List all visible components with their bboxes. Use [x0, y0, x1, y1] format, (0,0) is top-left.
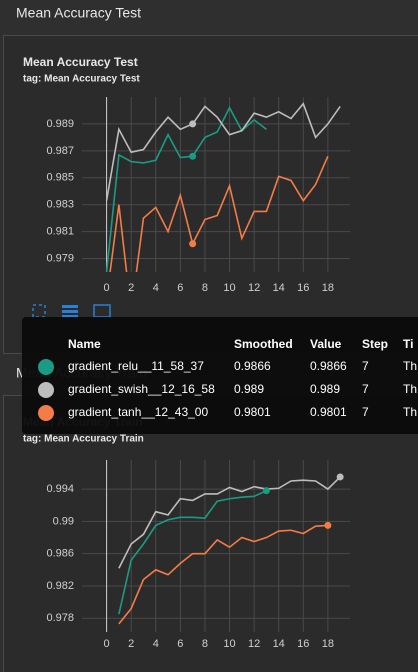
- chart: 0.979 0.981 0.983 0.985 0.987 0.989 0 2 4 6 8 10 12 1…: [46, 97, 350, 294]
- cell: 7: [362, 382, 369, 396]
- cell: gradient_relu__11_58_37: [68, 359, 204, 373]
- card: [3, 35, 418, 354]
- cell: Th: [403, 359, 417, 373]
- x-tick-label: 12: [248, 282, 260, 294]
- x-tick-label: 2: [128, 282, 134, 294]
- x-tick-label: 2: [128, 638, 134, 650]
- cell: 0.9801: [234, 405, 271, 419]
- x-tick-label: 16: [297, 282, 309, 294]
- cell: 7: [362, 359, 369, 373]
- list-icon[interactable]: [62, 305, 78, 308]
- y-tick-label: 0.989: [46, 118, 74, 130]
- x-tick-label: 10: [223, 638, 235, 650]
- cell: Th: [403, 382, 417, 396]
- cell: 0.9801: [310, 405, 347, 419]
- y-tick-label: 0.979: [46, 252, 74, 264]
- section-title[interactable]: Mean Accuracy Test: [16, 5, 141, 21]
- x-tick-label: 12: [248, 638, 260, 650]
- card-tag: tag: Mean Accuracy Test: [23, 74, 140, 85]
- series-line: [105, 106, 267, 272]
- cell: gradient_tanh__12_43_00: [68, 405, 208, 419]
- y-tick-label: 0.985: [46, 172, 74, 184]
- column-header: Step: [362, 337, 388, 351]
- y-tick-label: 0.978: [46, 612, 74, 624]
- y-tick-label: 0.982: [46, 580, 74, 592]
- point-marker: [324, 521, 332, 529]
- cell: 0.989: [310, 382, 340, 396]
- card: [3, 395, 418, 672]
- x-tick-label: 4: [153, 638, 159, 650]
- y-tick-label: 0.981: [46, 226, 74, 238]
- column-header: Name: [68, 337, 101, 351]
- cell: gradient_swish__12_16_58: [68, 382, 215, 396]
- column-header: Value: [310, 337, 342, 351]
- x-tick-label: 14: [273, 282, 285, 294]
- x-tick-label: 0: [104, 282, 110, 294]
- series-swatch: [38, 359, 54, 375]
- x-tick-label: 10: [223, 282, 235, 294]
- series-line: [105, 102, 341, 201]
- point-marker: [336, 473, 344, 481]
- x-tick-label: 18: [322, 638, 334, 650]
- y-tick-label: 0.986: [46, 548, 74, 560]
- cell: 0.989: [234, 382, 264, 396]
- y-tick-label: 0.994: [46, 483, 74, 495]
- series-swatch: [38, 382, 54, 398]
- point-marker: [189, 152, 197, 160]
- x-tick-label: 0: [104, 638, 110, 650]
- x-tick-label: 8: [202, 638, 208, 650]
- column-header: Smoothed: [234, 337, 293, 351]
- x-tick-label: 6: [177, 638, 183, 650]
- point-marker: [189, 240, 197, 248]
- series-line: [118, 524, 328, 625]
- list-icon-bar: [62, 315, 78, 318]
- chart: 0.978 0.982 0.986 0.99 0.994 0 2 4 6 8 10 12 14 16 18: [46, 460, 350, 650]
- x-tick-label: 8: [202, 282, 208, 294]
- series-line: [118, 489, 267, 615]
- card-tag: tag: Mean Accuracy Train: [23, 434, 144, 445]
- series-line: [118, 476, 341, 569]
- x-tick-label: 4: [153, 282, 159, 294]
- y-tick-label: 0.987: [46, 145, 74, 157]
- column-header: Ti: [403, 337, 413, 351]
- point-marker: [189, 120, 197, 128]
- y-tick-label: 0.99: [53, 515, 74, 527]
- card-title: Mean Accuracy Test: [23, 55, 138, 69]
- cell: 0.9866: [234, 359, 271, 373]
- plot: [105, 102, 341, 272]
- list-icon-bar: [62, 310, 78, 313]
- tooltip-box: [22, 317, 418, 434]
- series-swatch: [38, 405, 54, 421]
- x-tick-label: 18: [322, 282, 334, 294]
- point-marker: [262, 487, 270, 495]
- x-tick-label: 14: [273, 638, 285, 650]
- cell: Th: [403, 405, 417, 419]
- plot: [118, 476, 341, 625]
- series-line: [109, 155, 329, 272]
- tooltip: Name Smoothed Value Step Ti gradient_relu__11…: [22, 317, 418, 434]
- cell: 7: [362, 405, 369, 419]
- x-tick-label: 6: [177, 282, 183, 294]
- y-tick-label: 0.983: [46, 199, 74, 211]
- cell: 0.9866: [310, 359, 347, 373]
- x-tick-label: 16: [297, 638, 309, 650]
